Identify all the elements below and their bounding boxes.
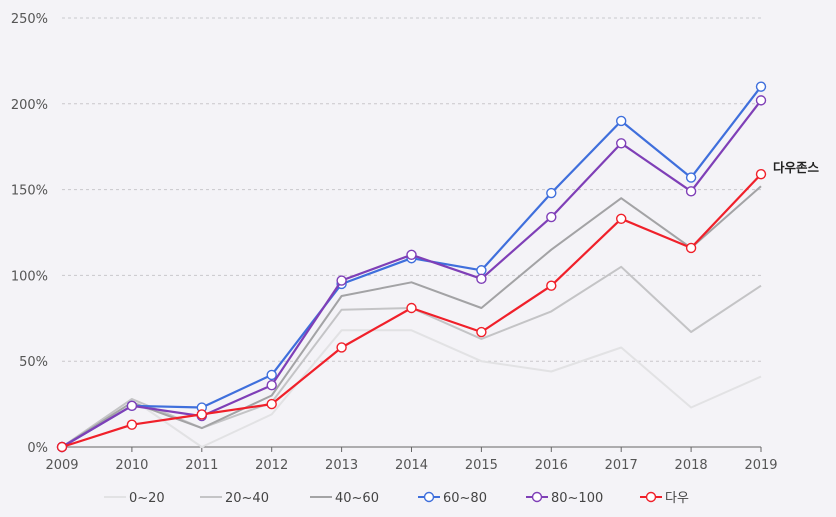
legend-item: 60~80 [418, 491, 487, 506]
y-tick-label: 150% [11, 184, 48, 199]
data-point [336, 275, 347, 286]
legend-label: 20~40 [225, 491, 269, 506]
legend: 0~20 20~40 40~60 60~80 80~100 다우 [104, 491, 689, 506]
legend-label: 80~100 [551, 491, 603, 506]
legend-marker [423, 491, 435, 503]
y-tick-label: 50% [19, 355, 48, 370]
x-tick-label: 2009 [45, 458, 78, 473]
axes: 0% 50% 100% 150% 200% 250% 2009 2010 2011 2012 201… [11, 12, 778, 473]
legend-item: 다우 [640, 491, 689, 506]
data-point [546, 187, 557, 199]
legend-label: 다우 [665, 491, 689, 506]
y-tick-label: 0% [27, 441, 48, 456]
data-point [56, 441, 68, 453]
data-point [685, 172, 697, 183]
x-tick-label: 2012 [255, 458, 288, 473]
gridlines [62, 17, 761, 362]
series-5 [56, 95, 767, 453]
data-point [476, 265, 487, 276]
legend-label: 40~60 [335, 491, 379, 506]
data-point [406, 249, 417, 261]
data-point [616, 213, 627, 224]
series-line [61, 185, 762, 448]
data-point [616, 138, 627, 149]
series-6 [56, 168, 767, 453]
x-tick-label: 2011 [185, 458, 218, 473]
data-point [546, 211, 557, 223]
legend-label: 0~20 [129, 491, 165, 506]
data-point [126, 400, 138, 412]
data-point [546, 280, 557, 291]
data-point [336, 342, 347, 353]
data-point [616, 115, 627, 127]
y-tick-label: 200% [11, 98, 48, 113]
y-tick-label: 100% [11, 269, 48, 284]
series-line [61, 99, 762, 448]
data-point [685, 242, 697, 254]
legend-item: 40~60 [310, 491, 379, 506]
data-point [476, 326, 487, 338]
data-point [126, 419, 138, 430]
data-point [685, 186, 697, 197]
legend-item: 20~40 [200, 491, 269, 506]
x-tick-label: 2015 [465, 458, 498, 473]
x-tick-label: 2016 [535, 458, 568, 473]
data-point [755, 81, 767, 92]
annotation-label: 다우존스 [773, 160, 820, 175]
data-point [266, 369, 277, 381]
series-1 [61, 329, 762, 448]
series-3 [61, 185, 762, 448]
data-point [476, 273, 487, 285]
legend-marker [645, 491, 657, 503]
data-point [266, 398, 277, 410]
data-point [196, 409, 208, 420]
x-tick-label: 2018 [675, 458, 708, 473]
legend-item: 0~20 [104, 491, 165, 506]
x-tick-label: 2013 [325, 458, 358, 473]
y-tick-label: 250% [11, 12, 48, 27]
annotations: 다우존스 [773, 160, 820, 175]
legend-marker [531, 491, 543, 503]
series-line [61, 85, 762, 448]
x-tick-label: 2014 [395, 458, 428, 473]
legend-item: 80~100 [526, 491, 603, 506]
data-point [755, 95, 767, 106]
series-line [61, 329, 762, 448]
x-tick-label: 2019 [744, 458, 777, 473]
series-lines [56, 81, 767, 453]
x-tick-label: 2017 [605, 458, 638, 473]
series-4 [56, 81, 767, 453]
data-point [406, 302, 417, 314]
legend-label: 60~80 [443, 491, 487, 506]
data-point [266, 380, 277, 391]
data-point [755, 168, 767, 180]
x-tick-label: 2010 [115, 458, 148, 473]
